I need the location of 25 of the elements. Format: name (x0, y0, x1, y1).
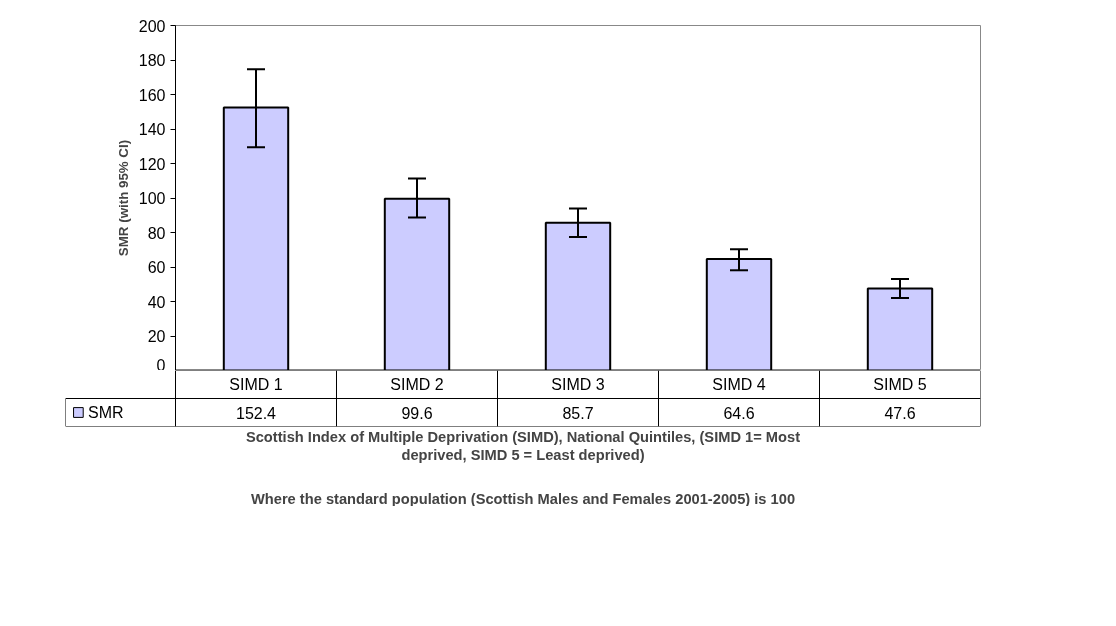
y-tick-label: 180 (138, 52, 166, 69)
x-tick-label: SIMD 2 (390, 376, 444, 393)
data-label: 99.6 (401, 404, 433, 422)
data-label: 85.7 (562, 404, 594, 422)
x-axis-title: Scottish Index of Multiple Deprivation (SIMD), National Quintiles, (SIMD 1= Most deprived, SIMD 5 = Least deprived) (245, 428, 801, 463)
y-tick-label: 80 (147, 224, 166, 242)
y-axis-title: SMR (with 95% CI) (115, 139, 131, 257)
x-tick-label: SIMD 1 (229, 376, 283, 393)
y-tick-label: 200 (138, 17, 166, 35)
data-label: 47.6 (884, 404, 916, 422)
y-tick-label: 100 (138, 190, 166, 207)
y-tick-label: 140 (138, 121, 166, 138)
y-tick-label: 20 (147, 328, 166, 345)
legend-label: SMR (88, 404, 124, 421)
data-label: 64.6 (723, 404, 755, 422)
y-tick-label: 0 (156, 356, 166, 374)
x-tick-label: SIMD 5 (873, 376, 927, 393)
y-tick-label: 160 (138, 86, 166, 104)
x-tick-label: SIMD 3 (551, 376, 605, 393)
text: Where the standard population (Scottish Males and Females 2001-2005) is 100 (250, 490, 796, 507)
data-label: 152.4 (235, 404, 277, 422)
x-tick-label: SIMD 4 (712, 376, 766, 393)
y-tick-label: 60 (147, 259, 166, 276)
y-tick-label: 120 (138, 155, 166, 173)
y-tick-label: 40 (147, 293, 166, 311)
